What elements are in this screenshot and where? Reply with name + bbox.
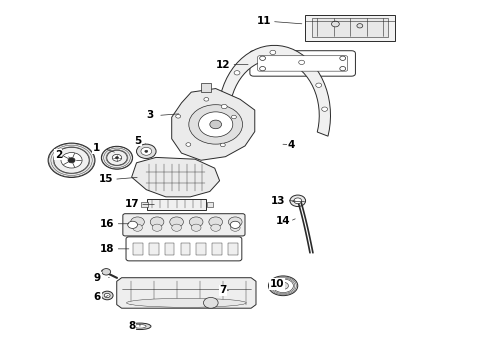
Text: 6: 6 bbox=[94, 292, 101, 302]
Text: 12: 12 bbox=[216, 59, 230, 69]
Circle shape bbox=[221, 104, 227, 109]
Circle shape bbox=[203, 297, 218, 308]
Circle shape bbox=[231, 115, 236, 119]
Circle shape bbox=[172, 224, 181, 231]
Circle shape bbox=[316, 83, 321, 87]
Polygon shape bbox=[201, 83, 211, 92]
FancyBboxPatch shape bbox=[123, 214, 245, 236]
Text: 9: 9 bbox=[94, 273, 101, 283]
Circle shape bbox=[209, 217, 222, 227]
Circle shape bbox=[294, 198, 302, 204]
Circle shape bbox=[150, 217, 164, 227]
Circle shape bbox=[116, 157, 119, 159]
Circle shape bbox=[204, 98, 209, 101]
FancyBboxPatch shape bbox=[126, 237, 242, 261]
Circle shape bbox=[234, 71, 240, 75]
Bar bbox=[165, 243, 174, 255]
Ellipse shape bbox=[278, 282, 289, 289]
Circle shape bbox=[322, 107, 328, 111]
Circle shape bbox=[198, 112, 233, 137]
Text: 10: 10 bbox=[270, 279, 284, 289]
Circle shape bbox=[299, 60, 305, 64]
Bar bbox=[149, 243, 159, 255]
Text: 1: 1 bbox=[92, 143, 99, 153]
Circle shape bbox=[189, 217, 203, 227]
Circle shape bbox=[210, 120, 221, 129]
Circle shape bbox=[61, 153, 82, 168]
Circle shape bbox=[220, 143, 225, 147]
Text: 11: 11 bbox=[256, 17, 271, 27]
Bar bbox=[212, 243, 222, 255]
Text: 16: 16 bbox=[100, 219, 115, 229]
Polygon shape bbox=[132, 157, 220, 197]
Circle shape bbox=[48, 143, 95, 177]
Text: 2: 2 bbox=[55, 150, 62, 160]
Circle shape bbox=[260, 67, 266, 71]
Polygon shape bbox=[312, 18, 388, 37]
Circle shape bbox=[145, 150, 148, 152]
Bar bbox=[180, 243, 190, 255]
Circle shape bbox=[102, 269, 111, 275]
Circle shape bbox=[137, 144, 156, 158]
Ellipse shape bbox=[273, 279, 294, 293]
Circle shape bbox=[152, 224, 162, 231]
Text: 18: 18 bbox=[100, 244, 115, 254]
Text: 3: 3 bbox=[146, 111, 153, 121]
Text: 17: 17 bbox=[124, 199, 139, 210]
Circle shape bbox=[133, 224, 143, 231]
Circle shape bbox=[189, 105, 243, 144]
Circle shape bbox=[112, 154, 122, 161]
Circle shape bbox=[230, 224, 240, 231]
Circle shape bbox=[128, 221, 138, 228]
Circle shape bbox=[211, 224, 220, 231]
Circle shape bbox=[191, 224, 201, 231]
Circle shape bbox=[107, 150, 127, 165]
Ellipse shape bbox=[269, 276, 298, 296]
Polygon shape bbox=[147, 199, 206, 210]
Circle shape bbox=[357, 24, 363, 28]
Text: 15: 15 bbox=[98, 174, 113, 184]
Circle shape bbox=[131, 217, 145, 227]
Circle shape bbox=[228, 217, 242, 227]
Text: 13: 13 bbox=[271, 196, 286, 206]
Circle shape bbox=[340, 56, 345, 60]
Circle shape bbox=[340, 67, 345, 71]
Text: 7: 7 bbox=[220, 285, 227, 296]
Circle shape bbox=[260, 56, 266, 60]
Circle shape bbox=[331, 21, 339, 27]
Text: 14: 14 bbox=[276, 216, 291, 226]
FancyBboxPatch shape bbox=[250, 51, 355, 76]
Circle shape bbox=[170, 217, 183, 227]
Polygon shape bbox=[218, 45, 330, 136]
Circle shape bbox=[68, 158, 75, 163]
Polygon shape bbox=[207, 202, 213, 207]
Polygon shape bbox=[305, 15, 395, 41]
Bar bbox=[228, 243, 238, 255]
Circle shape bbox=[101, 146, 133, 169]
Polygon shape bbox=[142, 202, 148, 207]
Bar bbox=[133, 243, 143, 255]
Ellipse shape bbox=[134, 324, 146, 328]
Circle shape bbox=[176, 114, 181, 118]
Text: 5: 5 bbox=[134, 136, 141, 145]
Circle shape bbox=[270, 50, 276, 54]
Circle shape bbox=[104, 293, 110, 298]
Circle shape bbox=[290, 195, 306, 207]
Ellipse shape bbox=[129, 323, 151, 329]
Circle shape bbox=[101, 291, 113, 300]
Ellipse shape bbox=[126, 298, 246, 307]
Circle shape bbox=[54, 147, 89, 173]
FancyBboxPatch shape bbox=[258, 56, 347, 71]
Circle shape bbox=[141, 147, 152, 155]
Text: 4: 4 bbox=[288, 140, 295, 150]
Circle shape bbox=[186, 143, 191, 146]
Polygon shape bbox=[172, 89, 255, 160]
Bar bbox=[196, 243, 206, 255]
Polygon shape bbox=[117, 278, 256, 308]
Circle shape bbox=[230, 221, 240, 228]
Text: 8: 8 bbox=[128, 321, 135, 331]
